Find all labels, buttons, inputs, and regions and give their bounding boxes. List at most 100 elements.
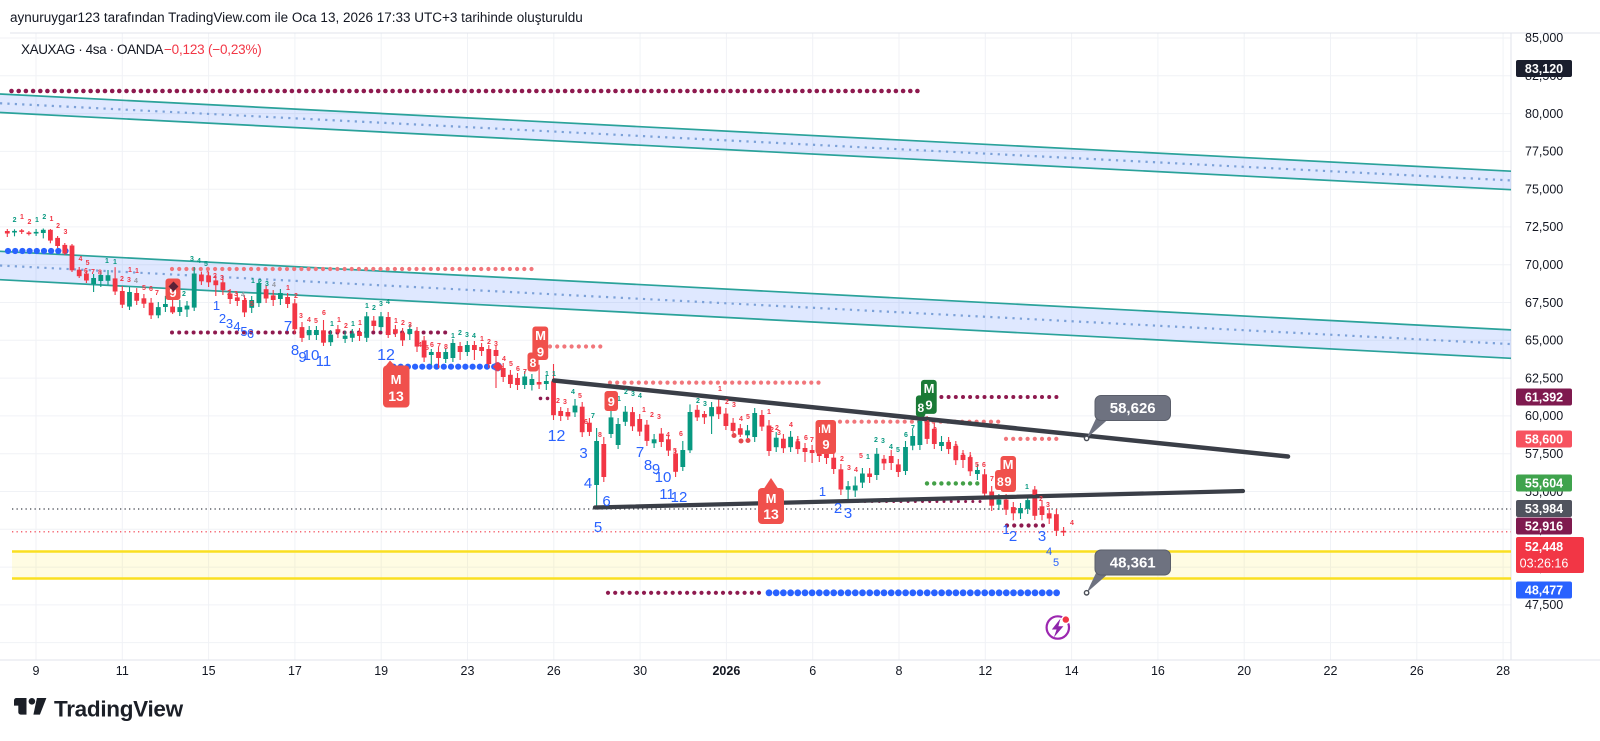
svg-text:3: 3 <box>299 313 303 320</box>
svg-text:5: 5 <box>425 345 429 352</box>
svg-text:6: 6 <box>247 326 254 341</box>
svg-text:1: 1 <box>213 298 220 313</box>
svg-text:3: 3 <box>881 438 885 445</box>
svg-text:1: 1 <box>128 267 132 274</box>
svg-text:1: 1 <box>451 333 455 340</box>
svg-text:5: 5 <box>859 453 863 460</box>
svg-text:9: 9 <box>169 285 176 300</box>
svg-text:5: 5 <box>86 260 90 267</box>
svg-text:2: 2 <box>13 217 17 224</box>
svg-text:2: 2 <box>933 427 937 434</box>
svg-text:5: 5 <box>142 285 146 292</box>
svg-text:M: M <box>924 381 935 396</box>
svg-text:2: 2 <box>624 389 628 396</box>
svg-text:4: 4 <box>502 356 506 363</box>
svg-text:13: 13 <box>763 506 779 522</box>
svg-text:3: 3 <box>226 316 233 331</box>
svg-text:2: 2 <box>258 279 262 286</box>
svg-text:11: 11 <box>316 353 332 370</box>
svg-text:4: 4 <box>79 256 83 263</box>
svg-text:75,000: 75,000 <box>1525 182 1563 196</box>
svg-text:4: 4 <box>968 455 972 462</box>
svg-text:03:26:16: 03:26:16 <box>1520 557 1569 571</box>
svg-text:XAUXAG · 4sa · OANDA−0,123 (−0: XAUXAG · 4sa · OANDA−0,123 (−0,23%) <box>21 42 262 57</box>
svg-text:1: 1 <box>617 396 621 403</box>
svg-text:3: 3 <box>703 401 707 408</box>
svg-text:5: 5 <box>204 261 208 268</box>
svg-text:3: 3 <box>563 399 567 406</box>
svg-text:12: 12 <box>671 489 688 506</box>
svg-text:M: M <box>535 328 546 343</box>
svg-text:1: 1 <box>113 259 117 266</box>
svg-text:8: 8 <box>291 342 299 359</box>
svg-text:53,984: 53,984 <box>1525 502 1563 516</box>
svg-text:3: 3 <box>847 465 851 472</box>
svg-text:6: 6 <box>584 419 588 426</box>
svg-text:2: 2 <box>120 276 124 283</box>
svg-text:6: 6 <box>516 366 520 373</box>
svg-text:3: 3 <box>265 281 269 288</box>
svg-text:12: 12 <box>548 428 566 445</box>
svg-text:9: 9 <box>822 437 829 452</box>
svg-text:7: 7 <box>284 318 292 335</box>
svg-text:1: 1 <box>105 258 109 265</box>
svg-text:1: 1 <box>642 407 646 414</box>
svg-text:1: 1 <box>330 321 334 328</box>
svg-text:1: 1 <box>358 320 362 327</box>
svg-text:11: 11 <box>116 664 129 678</box>
svg-text:80,000: 80,000 <box>1525 107 1563 121</box>
svg-text:12: 12 <box>377 347 395 364</box>
svg-text:9: 9 <box>298 349 306 366</box>
svg-text:4: 4 <box>638 393 642 400</box>
svg-text:7: 7 <box>810 437 814 444</box>
svg-text:2: 2 <box>28 219 32 226</box>
svg-text:7: 7 <box>155 290 159 297</box>
svg-text:15: 15 <box>202 664 216 678</box>
svg-text:M: M <box>766 491 777 506</box>
svg-text:72,500: 72,500 <box>1525 220 1563 234</box>
svg-text:30: 30 <box>633 664 647 678</box>
svg-text:1: 1 <box>1032 490 1036 497</box>
svg-text:1: 1 <box>135 268 139 275</box>
svg-text:3: 3 <box>234 291 238 298</box>
svg-text:5: 5 <box>975 462 979 469</box>
svg-text:61,392: 61,392 <box>1525 390 1563 404</box>
svg-text:8: 8 <box>98 270 102 277</box>
svg-text:4: 4 <box>571 389 575 396</box>
svg-text:9: 9 <box>1004 474 1011 489</box>
svg-text:6: 6 <box>602 493 610 510</box>
svg-text:17: 17 <box>288 664 302 678</box>
svg-text:3: 3 <box>1038 528 1046 545</box>
svg-text:26: 26 <box>547 664 561 678</box>
svg-text:3: 3 <box>465 332 469 339</box>
svg-text:7: 7 <box>990 476 994 483</box>
svg-text:1: 1 <box>351 321 355 328</box>
svg-text:2: 2 <box>840 456 844 463</box>
svg-text:9: 9 <box>33 664 40 678</box>
svg-text:2: 2 <box>42 214 46 221</box>
svg-text:1: 1 <box>947 440 951 447</box>
svg-text:2: 2 <box>294 293 298 300</box>
svg-text:3: 3 <box>844 505 852 522</box>
svg-text:7: 7 <box>523 369 527 376</box>
svg-text:3: 3 <box>961 453 965 460</box>
svg-text:2: 2 <box>487 339 491 346</box>
svg-text:52,916: 52,916 <box>1525 519 1563 533</box>
svg-text:M: M <box>1003 457 1014 472</box>
svg-text:1: 1 <box>49 216 53 223</box>
svg-text:1: 1 <box>480 336 484 343</box>
svg-text:4: 4 <box>241 292 245 299</box>
svg-text:3: 3 <box>732 402 736 409</box>
svg-text:2: 2 <box>1039 496 1043 503</box>
svg-text:3: 3 <box>1046 502 1050 509</box>
svg-text:4: 4 <box>272 282 276 289</box>
svg-text:58,626: 58,626 <box>1110 400 1156 417</box>
svg-text:13: 13 <box>388 388 404 404</box>
svg-text:12: 12 <box>978 664 992 678</box>
svg-text:1: 1 <box>545 371 549 378</box>
svg-text:1: 1 <box>251 278 255 285</box>
svg-text:8: 8 <box>917 401 924 415</box>
svg-text:4: 4 <box>243 298 247 305</box>
svg-text:57,500: 57,500 <box>1525 447 1563 461</box>
svg-text:2: 2 <box>834 500 842 517</box>
